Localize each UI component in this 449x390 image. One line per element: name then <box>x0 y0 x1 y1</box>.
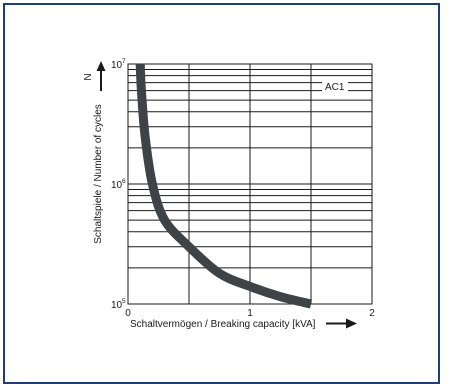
y-tick-exponent: 6 <box>122 178 126 185</box>
y-tick-label: 10 5 <box>111 298 126 311</box>
x-tick-label: 0 <box>125 308 131 319</box>
y-tick-exponent: 5 <box>122 298 126 305</box>
y-tick-label: 10 6 <box>111 178 126 191</box>
x-axis-arrow-icon <box>326 318 357 329</box>
y-tick-base: 10 <box>111 300 123 311</box>
x-tick-label: 2 <box>369 308 375 319</box>
series-line-ac1 <box>135 63 313 309</box>
y-axis-arrow-icon <box>96 61 106 91</box>
series-annotation: AC1 <box>325 82 345 93</box>
y-axis-symbol: N <box>83 73 94 80</box>
x-axis-label: Schaltvermögen / Breaking capacity [kVA] <box>130 319 316 330</box>
y-tick-label: 10 7 <box>111 58 126 71</box>
x-tick-label: 1 <box>247 308 253 319</box>
annotation-layer: AC1 <box>322 81 348 93</box>
annotation-background <box>322 81 348 93</box>
y-tick-exponent: 7 <box>122 58 126 65</box>
y-axis-label: Schaltspiele / Number of cycles <box>93 104 104 244</box>
series-layer <box>135 63 313 309</box>
y-tick-base: 10 <box>111 60 123 71</box>
chart-frame <box>3 3 440 384</box>
y-tick-base: 10 <box>111 180 123 191</box>
grid <box>127 63 373 305</box>
